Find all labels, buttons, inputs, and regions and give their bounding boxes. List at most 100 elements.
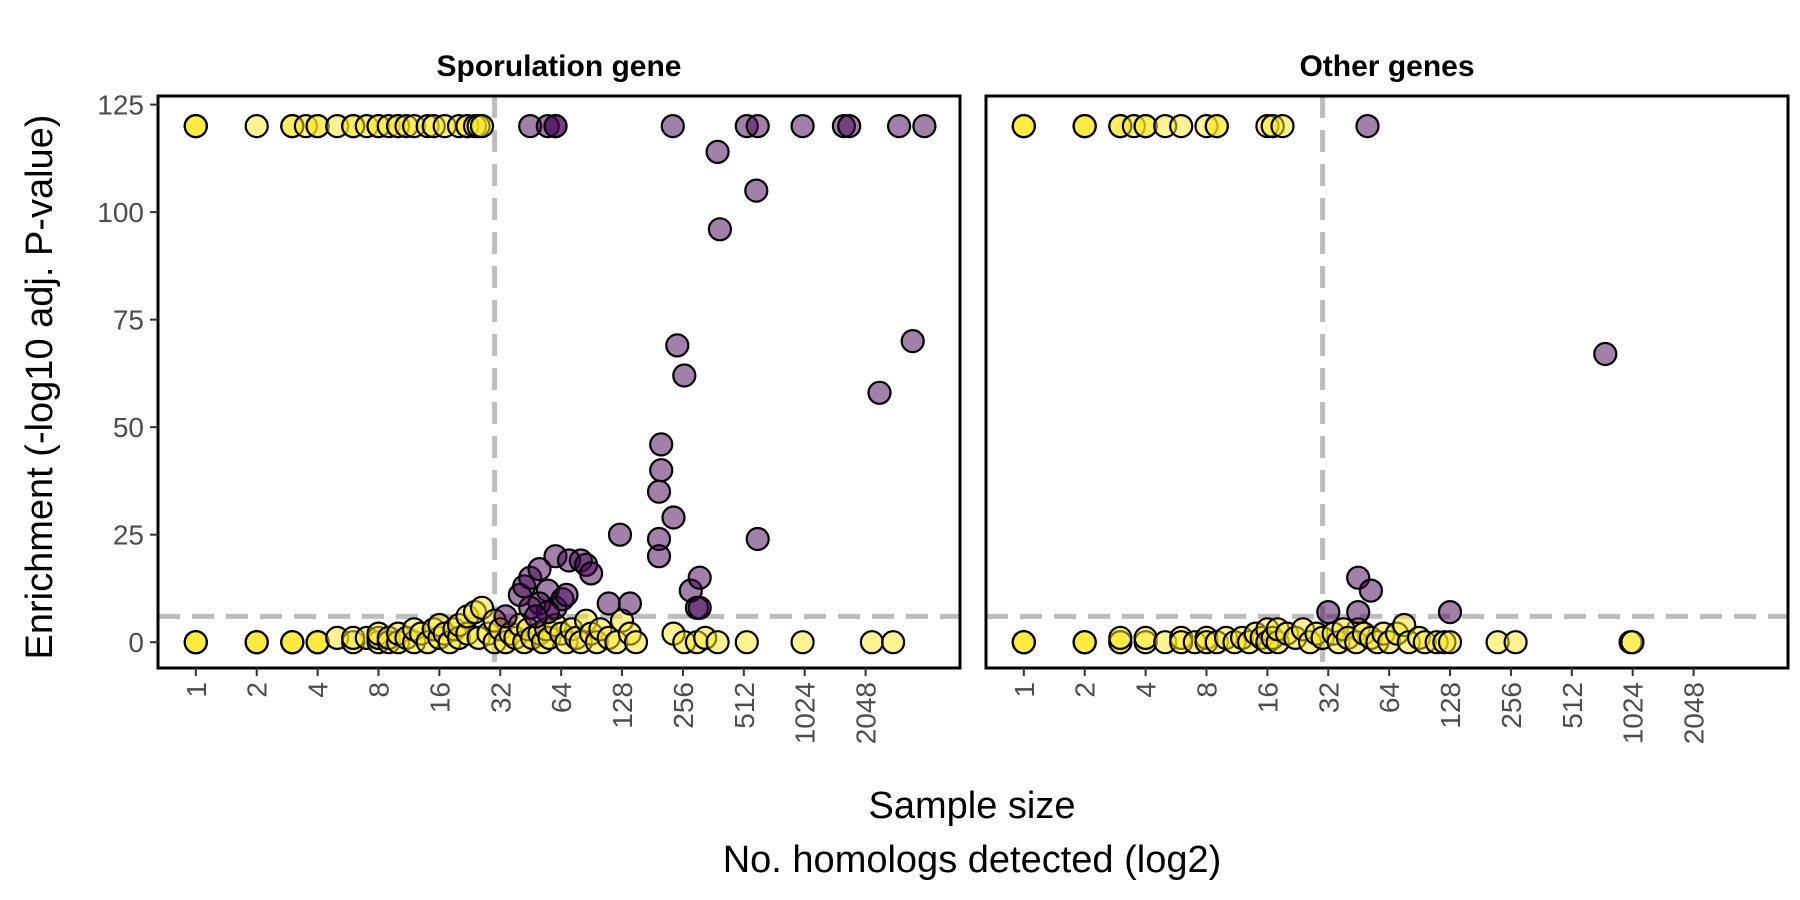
x-tick-label: 2048 — [851, 682, 882, 744]
y-tick-label: 50 — [113, 412, 144, 443]
x-tick-label: 4 — [1131, 682, 1162, 698]
data-point — [493, 604, 518, 629]
data-point — [707, 217, 733, 242]
x-tick-label: 2 — [242, 682, 273, 698]
data-point — [649, 458, 674, 483]
y-tick-label: 75 — [113, 305, 144, 336]
data-point — [705, 139, 730, 164]
x-tick-label: 32 — [1313, 682, 1344, 713]
data-point — [790, 630, 815, 655]
y-tick-label: 0 — [128, 627, 144, 658]
data-point — [734, 630, 759, 655]
data-point — [880, 630, 906, 655]
data-point — [1316, 599, 1341, 625]
x-tick-label: 32 — [485, 682, 516, 713]
data-point — [912, 113, 937, 139]
data-point — [469, 113, 495, 139]
data-point — [554, 582, 579, 608]
panel-1: Sporulation gene 1 2 4 8 16 32 64 128 256 512 1024 2… — [97, 50, 962, 744]
panel-title: Sporulation gene — [436, 50, 681, 83]
data-point — [1620, 630, 1645, 655]
data-point — [1358, 578, 1384, 603]
data-point — [661, 505, 686, 530]
panel-2: Other genes 1 2 4 8 16 32 64 128 256 512 1024 2048 — [984, 50, 1790, 744]
data-point — [886, 113, 912, 139]
x-tick-label: 128 — [607, 682, 638, 729]
data-point — [1437, 630, 1463, 655]
data-point — [1011, 630, 1036, 655]
data-point — [1437, 599, 1463, 625]
x-tick-label: 2 — [1070, 682, 1101, 698]
data-point — [665, 333, 690, 358]
y-axis-title: Enrichment (-log10 adj. P-value) — [19, 115, 61, 660]
panel-title: Other genes — [1299, 50, 1474, 83]
x-tick-label: 256 — [1496, 682, 1527, 729]
data-point — [1346, 599, 1371, 625]
data-point — [745, 113, 770, 139]
x-tick-label: 1024 — [790, 682, 821, 744]
data-point — [1169, 113, 1194, 139]
data-point — [543, 113, 568, 139]
data-point — [660, 113, 685, 139]
data-point — [1593, 341, 1618, 367]
data-point — [183, 630, 208, 655]
panel-frame — [156, 94, 962, 670]
data-point — [687, 595, 712, 620]
data-point — [1133, 625, 1158, 651]
data-point — [1270, 113, 1295, 139]
data-point — [617, 591, 643, 616]
x-tick-label: 8 — [363, 682, 394, 698]
data-point — [646, 544, 672, 569]
data-point — [900, 329, 925, 354]
data-point — [1072, 113, 1097, 139]
x-tick-label: 512 — [1557, 682, 1588, 729]
data-point — [607, 522, 633, 547]
data-point — [305, 630, 330, 655]
x-tick-label: 128 — [1435, 682, 1466, 729]
data-point — [280, 630, 305, 655]
x-tick-label: 64 — [1374, 682, 1405, 713]
data-point — [705, 630, 730, 655]
x-tick-label: 512 — [729, 682, 760, 729]
x-tick-label: 4 — [303, 682, 334, 698]
x-tick-label: 16 — [1252, 682, 1283, 713]
data-point — [523, 604, 549, 629]
data-point — [649, 432, 674, 457]
x-tick-label: 256 — [668, 682, 699, 729]
y-tick-label: 100 — [97, 197, 144, 228]
data-point — [244, 113, 269, 139]
data-point — [672, 363, 697, 388]
data-point — [837, 113, 862, 139]
x-tick-label: 2048 — [1679, 682, 1710, 744]
data-point — [790, 113, 815, 139]
x-tick-label: 1 — [1009, 682, 1040, 698]
data-point — [859, 630, 885, 655]
data-point — [578, 561, 604, 586]
panel-frame — [984, 94, 1790, 670]
data-point — [623, 630, 649, 655]
x-tick-label: 16 — [424, 682, 455, 713]
data-point — [1503, 630, 1528, 655]
data-point — [1355, 113, 1380, 139]
data-point — [244, 630, 269, 655]
data-point — [744, 178, 769, 203]
data-point — [745, 526, 770, 552]
data-point — [596, 591, 621, 616]
y-tick-label: 125 — [97, 90, 144, 121]
y-tick-label: 25 — [113, 520, 144, 551]
data-point — [1072, 630, 1097, 655]
x-axis-title-line1: Sample size — [869, 785, 1076, 827]
data-point — [1108, 625, 1133, 651]
x-axis-title-line2: No. homologs detected (log2) — [723, 839, 1222, 881]
data-point — [687, 565, 712, 590]
data-point — [1011, 113, 1036, 139]
x-tick-label: 1 — [181, 682, 212, 698]
x-tick-label: 64 — [546, 682, 577, 713]
x-tick-label: 1024 — [1618, 682, 1649, 744]
data-point — [527, 556, 552, 582]
data-point — [183, 113, 208, 139]
x-tick-label: 8 — [1191, 682, 1222, 698]
data-point — [1204, 113, 1229, 139]
